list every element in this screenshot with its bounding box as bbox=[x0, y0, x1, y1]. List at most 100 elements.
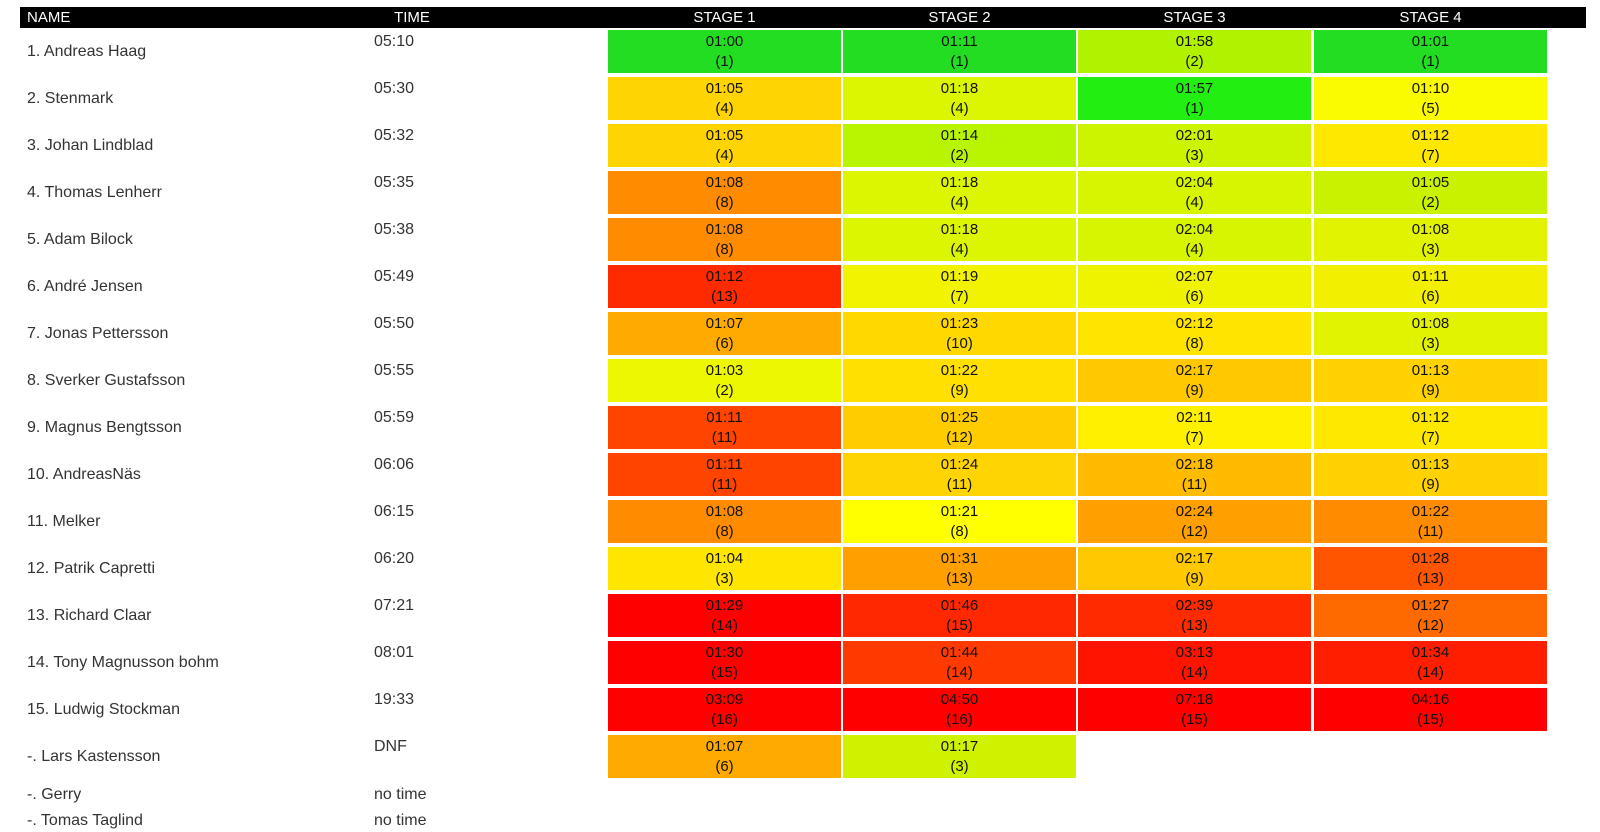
stage-rank: (4) bbox=[715, 100, 734, 117]
stage-rank: (9) bbox=[1421, 382, 1440, 399]
stage-time: 02:04 bbox=[1175, 221, 1214, 238]
stage-4-cell: 01:08 (3) bbox=[1314, 312, 1547, 355]
stage-time: 01:10 bbox=[1411, 80, 1450, 97]
stage-rank: (14) bbox=[946, 664, 973, 681]
stage-time: 03:13 bbox=[1175, 644, 1214, 661]
stage-time: 01:31 bbox=[940, 550, 979, 567]
stage-2-cell: 01:46 (15) bbox=[843, 594, 1076, 637]
stage-rank: (13) bbox=[711, 288, 738, 305]
stage-rank: (8) bbox=[950, 523, 969, 540]
stage-4-cell: 01:05 (2) bbox=[1314, 171, 1547, 214]
table-row: 1. Andreas Haag 05:10 01:00 (1) 01:11 (1) 01:5… bbox=[20, 28, 1586, 75]
stage-rank: (1) bbox=[715, 53, 734, 70]
stage-1-cell: 01:12 (13) bbox=[608, 265, 841, 308]
stage-1-cell: 01:07 (6) bbox=[608, 312, 841, 355]
stage-time: 01:08 bbox=[1411, 221, 1450, 238]
stage-4-cell: 01:13 (9) bbox=[1314, 359, 1547, 402]
stage-time: 01:04 bbox=[705, 550, 744, 567]
header-time: TIME bbox=[394, 9, 430, 26]
stage-1-cell: 01:05 (4) bbox=[608, 124, 841, 167]
stage-1-cell: 01:11 (11) bbox=[608, 453, 841, 496]
stage-time: 02:39 bbox=[1175, 597, 1214, 614]
stage-1-cell: 01:30 (15) bbox=[608, 641, 841, 684]
stage-rank: (9) bbox=[1185, 382, 1204, 399]
rider-name: 14. Tony Magnusson bohm bbox=[27, 654, 219, 671]
stage-rank: (1) bbox=[1185, 100, 1204, 117]
stage-rank: (8) bbox=[1185, 335, 1204, 352]
stage-rank: (14) bbox=[711, 617, 738, 634]
table-row: 6. André Jensen 05:49 01:12 (13) 01:19 (7) 02:… bbox=[20, 263, 1586, 310]
stage-2-cell: 01:18 (4) bbox=[843, 77, 1076, 120]
stage-1-cell: 03:09 (16) bbox=[608, 688, 841, 731]
stage-time: 01:11 bbox=[941, 33, 978, 50]
stage-rank: (6) bbox=[715, 335, 734, 352]
stage-time: 01:05 bbox=[705, 80, 744, 97]
stage-rank: (3) bbox=[950, 758, 969, 775]
header-stage-3: STAGE 3 bbox=[1163, 9, 1226, 26]
stage-2-cell: 01:25 (12) bbox=[843, 406, 1076, 449]
table-row: 10. AndreasNäs 06:06 01:11 (11) 01:24 (11) 02:… bbox=[20, 451, 1586, 498]
stage-3-cell: 03:13 (14) bbox=[1078, 641, 1311, 684]
total-time: DNF bbox=[374, 738, 407, 755]
rider-name: 8. Sverker Gustafsson bbox=[27, 372, 186, 389]
table-row: 11. Melker 06:15 01:08 (8) 01:21 (8) 02:24 (12)… bbox=[20, 498, 1586, 545]
stage-3-cell: 02:18 (11) bbox=[1078, 453, 1311, 496]
rider-name: 3. Johan Lindblad bbox=[27, 137, 154, 154]
stage-rank: (14) bbox=[1417, 664, 1444, 681]
stage-rank: (8) bbox=[715, 523, 734, 540]
table-row: -. Lars Kastensson DNF 01:07 (6) 01:17 (3) bbox=[20, 733, 1586, 780]
total-time: 06:20 bbox=[374, 550, 415, 567]
stage-time: 01:27 bbox=[1411, 597, 1450, 614]
rider-name: 12. Patrik Capretti bbox=[27, 560, 156, 577]
rider-name: 4. Thomas Lenherr bbox=[27, 184, 162, 201]
stage-rank: (11) bbox=[1417, 523, 1444, 540]
stage-time: 01:11 bbox=[706, 456, 743, 473]
stage-rank: (11) bbox=[711, 429, 738, 446]
stage-3-cell: 02:01 (3) bbox=[1078, 124, 1311, 167]
stage-4-cell: 01:22 (11) bbox=[1314, 500, 1547, 543]
stage-time: 01:29 bbox=[705, 597, 744, 614]
stage-rank: (12) bbox=[1417, 617, 1444, 634]
stage-3-cell: 02:04 (4) bbox=[1078, 218, 1311, 261]
stage-time: 01:34 bbox=[1411, 644, 1450, 661]
stage-2-cell: 01:14 (2) bbox=[843, 124, 1076, 167]
stage-time: 03:09 bbox=[705, 691, 744, 708]
stage-rank: (13) bbox=[1417, 570, 1444, 587]
stage-time: 01:11 bbox=[706, 409, 743, 426]
stage-rank: (6) bbox=[1421, 288, 1440, 305]
stage-rank: (16) bbox=[946, 711, 973, 728]
stage-time: 01:14 bbox=[940, 127, 979, 144]
stage-rank: (5) bbox=[1421, 100, 1440, 117]
total-time: 05:35 bbox=[374, 174, 415, 191]
stage-rank: (2) bbox=[715, 382, 734, 399]
table-header: NAME TIME STAGE 1 STAGE 2 STAGE 3 STAGE … bbox=[20, 7, 1586, 28]
stage-time: 01:07 bbox=[705, 315, 744, 332]
stage-time: 02:12 bbox=[1175, 315, 1214, 332]
stage-rank: (11) bbox=[711, 476, 738, 493]
stage-1-cell: 01:08 (8) bbox=[608, 500, 841, 543]
stage-1-cell: 01:11 (11) bbox=[608, 406, 841, 449]
stage-4-cell: 01:10 (5) bbox=[1314, 77, 1547, 120]
stage-rank: (12) bbox=[1181, 523, 1208, 540]
stage-rank: (2) bbox=[1421, 194, 1440, 211]
rider-name: 11. Melker bbox=[27, 513, 101, 530]
stage-3-cell: 01:57 (1) bbox=[1078, 77, 1311, 120]
results-rows: 1. Andreas Haag 05:10 01:00 (1) 01:11 (1) 01:5… bbox=[20, 28, 1586, 832]
stage-2-cell: 01:19 (7) bbox=[843, 265, 1076, 308]
rider-name: 1. Andreas Haag bbox=[27, 43, 147, 60]
stage-rank: (1) bbox=[1421, 53, 1440, 70]
stage-2-cell: 01:21 (8) bbox=[843, 500, 1076, 543]
stage-4-cell: 01:27 (12) bbox=[1314, 594, 1547, 637]
table-row: 8. Sverker Gustafsson 05:55 01:03 (2) 01:22 (… bbox=[20, 357, 1586, 404]
stage-3-cell: 02:07 (6) bbox=[1078, 265, 1311, 308]
stage-2-cell: 01:44 (14) bbox=[843, 641, 1076, 684]
total-time: 05:50 bbox=[374, 315, 415, 332]
table-row: 5. Adam Bilock 05:38 01:08 (8) 01:18 (4) 02:04… bbox=[20, 216, 1586, 263]
rider-name: 7. Jonas Pettersson bbox=[27, 325, 169, 342]
stage-time: 01:11 bbox=[1412, 268, 1449, 285]
stage-2-cell: 01:23 (10) bbox=[843, 312, 1076, 355]
stage-3-cell: 02:39 (13) bbox=[1078, 594, 1311, 637]
stage-time: 01:25 bbox=[940, 409, 979, 426]
rider-name: 10. AndreasNäs bbox=[27, 466, 141, 483]
total-time: 06:06 bbox=[374, 456, 415, 473]
